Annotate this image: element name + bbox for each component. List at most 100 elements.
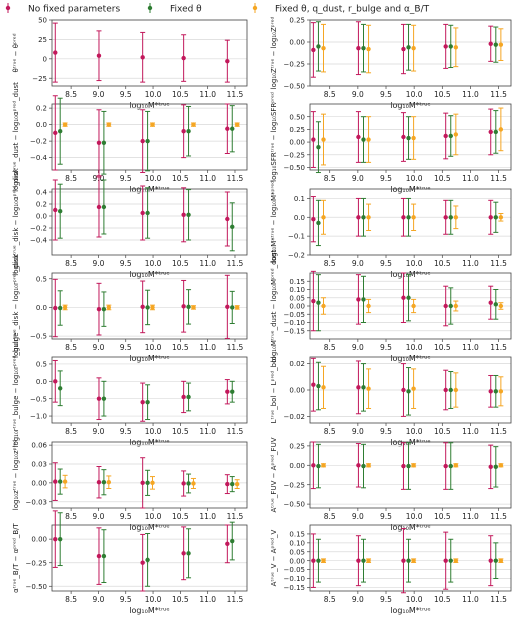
y-tick-label: −25 (32, 75, 47, 83)
point-red (181, 129, 186, 134)
point-green (361, 297, 366, 302)
axes-frame (51, 272, 248, 340)
point-green (316, 463, 321, 469)
point-orange (498, 303, 504, 309)
x-tick-label: 8.5 (65, 90, 77, 99)
point-orange (411, 558, 416, 563)
y-tick-label: 0.2 (36, 105, 47, 113)
x-tick-label: 11.0 (462, 259, 479, 268)
point-orange (366, 386, 371, 391)
x-tick-label: 11.0 (199, 595, 216, 604)
point-orange (234, 122, 240, 127)
y-tick-label: −0.50 (26, 583, 47, 591)
point-orange (498, 463, 504, 468)
point-red (225, 481, 230, 487)
y-tick-label: 0.25 (289, 17, 305, 25)
point-orange (453, 463, 459, 468)
x-tick-label: 11.5 (227, 90, 244, 99)
x-tick-label: 9.5 (120, 512, 132, 521)
y-tick-label: −0.2 (30, 225, 47, 233)
point-orange (321, 558, 326, 563)
x-tick-label: 9.5 (120, 259, 132, 268)
x-axis-label: log₁₀M*ᵗʳᵘᵉ (129, 606, 170, 615)
point-green (101, 306, 107, 312)
point-orange (191, 122, 196, 127)
point-green (406, 215, 411, 220)
y-tick-label: 0.2 (36, 201, 47, 209)
y-tick-label: 0.10 (289, 286, 305, 294)
point-red (356, 463, 361, 468)
y-tick-label: −0.25 (284, 481, 305, 489)
x-axis-label: log₁₀M*ᵗʳᵘᵉ (129, 354, 170, 363)
point-green (145, 305, 150, 310)
x-tick-label: 11.0 (199, 343, 216, 352)
point-red (311, 463, 316, 468)
point-green (101, 204, 107, 210)
point-green (230, 224, 235, 229)
x-tick-label: 9.0 (352, 343, 364, 352)
point-red (443, 558, 448, 563)
legend-label: Fixed θ (170, 5, 202, 15)
x-tick-label: 11.0 (199, 512, 216, 521)
x-tick-label: 10.5 (434, 90, 451, 99)
x-axis-label: log₁₀M*ᵗʳᵘᵉ (129, 438, 170, 447)
point-orange (321, 137, 326, 142)
axes-frame (309, 441, 512, 509)
legend-group: No fixed parameters Fixed θ Fixed θ, q_dus… (5, 3, 430, 15)
point-orange (411, 45, 416, 51)
point-red (96, 306, 102, 312)
point-red (140, 560, 145, 565)
x-tick-label: 10.5 (172, 174, 189, 183)
point-green (316, 300, 321, 305)
x-axis-label: log₁₀M*ᵗʳᵘᵉ (390, 606, 431, 615)
point-orange (62, 122, 68, 127)
point-red (225, 126, 230, 131)
point-orange (234, 481, 240, 487)
y-tick-label: −0.02 (284, 413, 305, 421)
point-green (316, 383, 321, 389)
y-tick-label: 0.0 (36, 213, 47, 221)
y-tick-label: −0.1 (288, 233, 305, 241)
x-tick-label: 9.0 (92, 595, 104, 604)
x-tick-label: 11.0 (462, 512, 479, 521)
x-tick-label: 11.0 (199, 259, 216, 268)
point-red (488, 215, 493, 220)
point-green (448, 44, 453, 49)
x-axis-label: log₁₀M*ᵗʳᵘᵉ (390, 354, 431, 363)
point-orange (366, 137, 371, 142)
x-tick-label: 11.5 (227, 427, 244, 436)
point-orange (106, 305, 112, 310)
y-axis-label: log₁₀SFRᵗʳᵘᵉ − log₁₀SFRᵖʳᵉᵈ (270, 92, 278, 182)
point-red (96, 140, 102, 145)
point-green (406, 389, 411, 394)
point-red (356, 134, 361, 140)
y-tick-label: 0.50 (289, 113, 305, 121)
point-orange (411, 135, 416, 141)
point-red (401, 295, 406, 300)
legend-label: Fixed θ, q_dust, r_bulge and α_B/T (275, 5, 430, 15)
point-red (443, 44, 448, 49)
point-orange (106, 122, 112, 127)
x-tick-label: 9.0 (352, 90, 364, 99)
point-red (140, 138, 145, 144)
x-tick-label: 10.5 (434, 343, 451, 352)
y-tick-label: 0.15 (289, 278, 305, 286)
x-tick-label: 9.5 (120, 174, 132, 183)
axes-frame (51, 19, 248, 87)
x-tick-label: 8.5 (324, 512, 336, 521)
point-green (361, 215, 366, 220)
x-tick-label: 8.5 (65, 174, 77, 183)
panel-2: −0.4 −0.2 0.0 0.2 8.5 9.0 9.5 10.0 10.5 11.0 11.5 l… (12, 82, 248, 194)
axes-frame (309, 524, 512, 592)
x-tick-label: 8.5 (324, 174, 336, 183)
y-tick-label: 0.25 (289, 126, 305, 134)
point-green (493, 129, 498, 135)
point-green (316, 144, 321, 150)
y-tick-label: −0.50 (284, 501, 305, 509)
point-red (140, 304, 145, 310)
point-red (53, 536, 58, 542)
x-tick-label: 9.5 (380, 595, 392, 604)
x-tick-label: 10.0 (406, 259, 423, 268)
point-red (356, 558, 361, 563)
point-red (311, 558, 316, 563)
